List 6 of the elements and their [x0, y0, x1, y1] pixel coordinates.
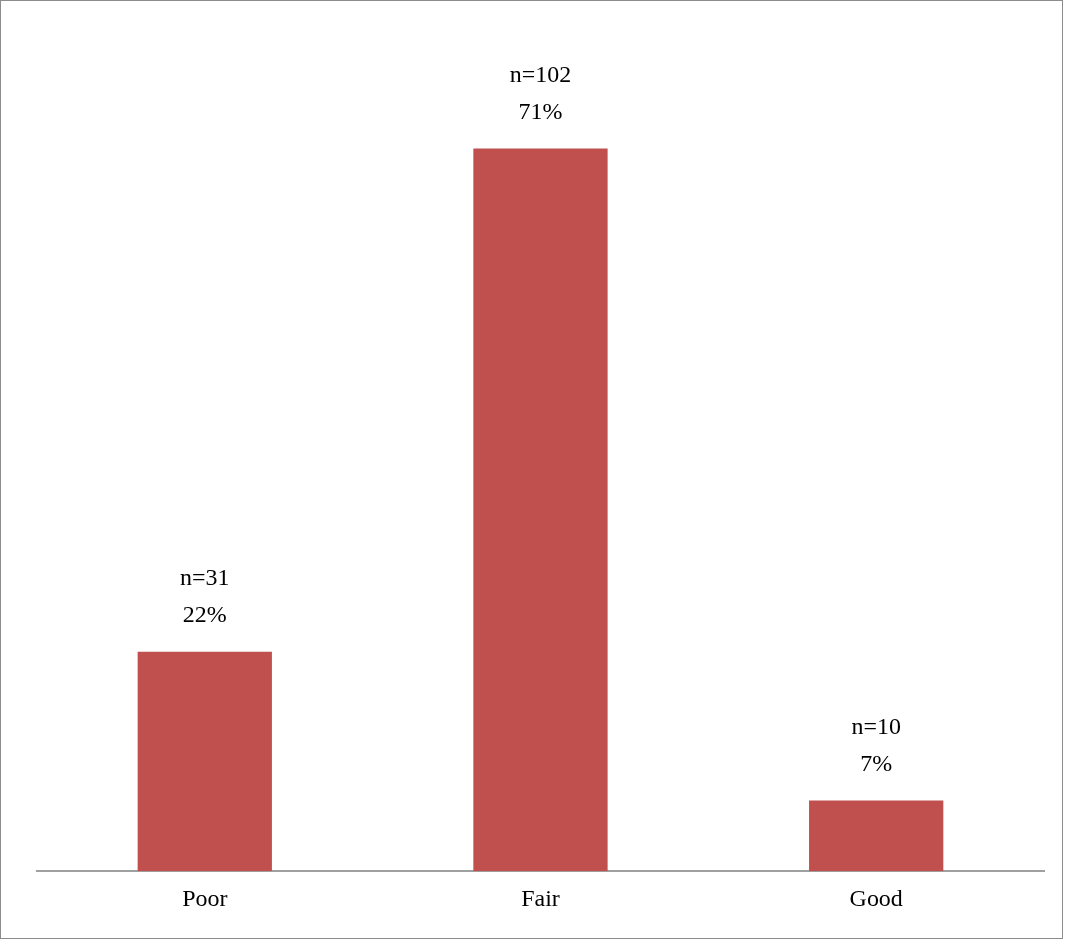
data-label: n=102 71% — [509, 60, 572, 124]
x-tick-label: Fair — [521, 884, 560, 911]
data-label: n=31 22% — [180, 563, 230, 627]
x-tick-label: Good — [849, 884, 903, 911]
x-tick-label: Poor — [182, 884, 228, 911]
data-label: n=10 7% — [851, 712, 901, 776]
